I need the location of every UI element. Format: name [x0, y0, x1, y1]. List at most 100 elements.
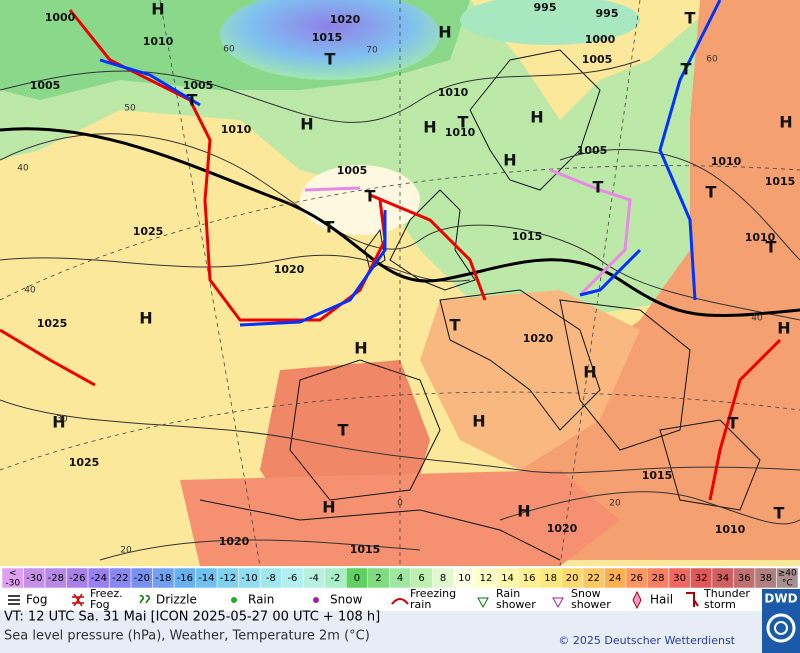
occlusion [304, 168, 632, 297]
pressure-label: 1015 [350, 543, 381, 556]
pressure-label: 1010 [143, 35, 174, 48]
pressure-label: 1010 [445, 126, 476, 139]
fog-area [300, 165, 420, 235]
color-bar-label: -4 [309, 573, 319, 584]
color-bar-label: 8 [440, 573, 446, 584]
pressure-label: 1015 [765, 175, 796, 188]
warm-front [0, 328, 96, 387]
low-marker: T [728, 414, 739, 433]
fronts [0, 0, 782, 501]
legend-label: Drizzle [156, 593, 197, 607]
legend-label: Fog [90, 598, 110, 611]
coastlines [199, 49, 761, 561]
color-bar-label: 22 [587, 573, 600, 584]
legend-label: shower [571, 598, 611, 611]
pressure-label: 1010 [438, 86, 469, 99]
legend-label: shower [496, 598, 536, 611]
color-bar-label: 14 [501, 573, 514, 584]
color-bar-label: -2 [330, 573, 340, 584]
low-marker: T [774, 504, 785, 523]
cold-front [579, 0, 722, 301]
legend-label: Hail [650, 593, 673, 607]
pressure-label: 1010 [221, 123, 252, 136]
pressure-label: 1000 [45, 11, 76, 24]
color-bar-label: -24 [91, 573, 107, 584]
color-bar-label: 20 [566, 573, 579, 584]
pressure-label: 1010 [715, 523, 746, 536]
high-marker: H [354, 339, 367, 358]
pressure-label: 1020 [219, 535, 250, 548]
color-bar-label: -30 [5, 579, 20, 589]
pressure-label: 1015 [312, 31, 343, 44]
color-bar-label: 24 [609, 573, 622, 584]
color-bar-label: 32 [695, 573, 708, 584]
legend-label: Freezing [410, 587, 456, 600]
legend-symbol [139, 595, 150, 604]
warm-front [369, 193, 487, 301]
pressure-label: 1005 [30, 79, 61, 92]
legend-label: rain [410, 598, 431, 611]
pressure-label: 1015 [642, 469, 673, 482]
pressure-label: 1005 [337, 164, 368, 177]
pressure-label: 1000 [585, 33, 616, 46]
legend-frame [0, 589, 762, 611]
pressure-label: 995 [596, 7, 619, 20]
color-bar-label: -30 [26, 573, 42, 584]
cold-pool [220, 0, 440, 80]
pressure-label: 1010 [711, 155, 742, 168]
color-bar-label: 38 [759, 573, 772, 584]
color-bar-label: 10 [458, 573, 471, 584]
legend: Fog Freez.Fog Drizzle Rain Snow FreezingrainR… [0, 587, 762, 611]
low-marker: T [450, 316, 461, 335]
legend-symbol [231, 597, 237, 603]
isotherm-label: 20 [120, 546, 132, 556]
color-bar-label: 0 [354, 573, 360, 584]
description: Sea level pressure (hPa), Weather, Tempe… [4, 629, 370, 644]
pressure-label: 1005 [577, 144, 608, 157]
high-marker: H [300, 115, 313, 134]
high-marker: H [151, 0, 164, 19]
copyright: © 2025 Deutscher Wetterdienst [558, 634, 735, 647]
low-marker: T [766, 238, 777, 257]
isotherm-label: 30 [56, 415, 68, 425]
pressure-label: 1015 [512, 230, 543, 243]
legend-label: Freez. [90, 587, 123, 600]
map-labels: 1000 1010 1020 1015 995 995 1000 1005 1005 1005 10… [17, 0, 795, 556]
legend-label: Fog [26, 593, 47, 607]
pressure-label: 1025 [37, 317, 68, 330]
logo-text: DWD [764, 592, 797, 606]
legend-symbol [72, 593, 84, 607]
color-bar-label: 34 [716, 573, 729, 584]
color-bar-label: -12 [220, 573, 236, 584]
legend-label: Rain [496, 587, 520, 600]
color-bar-label: -18 [155, 573, 171, 584]
color-bar-label: 30 [673, 573, 686, 584]
pressure-label: 1025 [69, 456, 100, 469]
legend-symbol [8, 595, 20, 605]
legend-symbol [552, 597, 564, 609]
pressure-label: 1005 [183, 79, 214, 92]
low-marker: T [706, 183, 717, 202]
color-bar-label: 2 [375, 573, 381, 584]
low-marker: T [325, 50, 336, 69]
isotherm-label: 70 [366, 46, 378, 56]
legend-symbol [313, 597, 319, 603]
color-bar-label: -16 [177, 573, 193, 584]
isotherm-label: 0 [397, 499, 403, 509]
color-bar-label: -14 [198, 573, 214, 584]
cold-front [99, 58, 387, 327]
color-bar-label: 26 [630, 573, 643, 584]
legend-symbol [632, 590, 642, 610]
low-marker: T [681, 60, 692, 79]
pressure-label: 1005 [582, 53, 613, 66]
high-marker: H [517, 502, 530, 521]
color-bar-label: ≥40 [778, 569, 797, 579]
high-marker: H [322, 498, 335, 517]
isotherm-label: 60 [706, 55, 718, 65]
cold-area [460, 0, 640, 45]
high-marker: H [530, 108, 543, 127]
isotherm-label: 50 [124, 104, 136, 114]
low-marker: T [324, 218, 335, 237]
color-bar-label: -8 [266, 573, 276, 584]
